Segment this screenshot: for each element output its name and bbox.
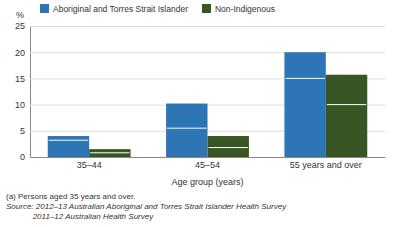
y-tick: 20 — [15, 48, 385, 58]
grid-line — [30, 52, 385, 53]
x-tick: 35–44 — [77, 157, 102, 170]
ci-line — [90, 152, 129, 153]
legend: Aboriginal and Torres Strait Islander Non… — [40, 4, 275, 14]
y-tick-label: 0 — [20, 152, 25, 162]
bar — [208, 136, 249, 157]
y-tick-label: 15 — [15, 74, 25, 84]
bar — [89, 149, 130, 157]
y-tick-label: 10 — [15, 100, 25, 110]
y-tick-label: 5 — [20, 126, 25, 136]
ci-line — [327, 104, 366, 105]
legend-swatch — [202, 4, 211, 13]
x-axis-line — [31, 157, 386, 158]
footnote: (a) Persons aged 35 years and over. — [6, 192, 135, 201]
x-tick-label: 45–54 — [195, 160, 220, 170]
x-tick-label: 35–44 — [77, 160, 102, 170]
ci-line — [49, 140, 88, 141]
chart: 0 5 10 15 20 25 35–44 45–54 55 years and over% Ag… — [0, 0, 397, 227]
legend-item: Non-Indigenous — [202, 4, 275, 14]
grid-line — [30, 157, 385, 158]
legend-swatch — [40, 4, 49, 13]
bar-series — [89, 75, 367, 157]
footnote: Source: 2012–13 Australian Aboriginal an… — [6, 202, 287, 211]
grid-line — [30, 26, 385, 27]
bars — [48, 52, 368, 157]
legend-label: Non-Indigenous — [215, 4, 275, 14]
legend-label: Aboriginal and Torres Strait Islander — [53, 4, 188, 14]
bar-series — [48, 52, 326, 157]
y-axis: 0 5 10 15 20 25 — [15, 21, 385, 162]
legend-item: Aboriginal and Torres Strait Islander — [40, 4, 188, 14]
bar — [326, 75, 367, 157]
bar — [284, 52, 325, 157]
y-axis-line — [30, 27, 31, 158]
bar — [48, 136, 89, 157]
x-axis: 35–44 45–54 55 years and over — [31, 157, 386, 170]
x-tick: 45–54 — [195, 157, 220, 170]
bar — [166, 104, 207, 157]
footnote: 2011–12 Australian Health Survey — [6, 212, 154, 221]
plot: 0 5 10 15 20 25 35–44 45–54 55 years and over — [15, 21, 386, 170]
ci-line — [285, 78, 324, 79]
x-tick: 55 years and over — [290, 157, 362, 170]
y-axis-title: % — [16, 10, 24, 20]
x-tick-label: 55 years and over — [290, 160, 362, 170]
y-tick: 25 — [15, 21, 385, 31]
ci-line — [209, 147, 248, 148]
y-tick-label: 25 — [15, 21, 25, 31]
x-axis-title: Age group (years) — [171, 177, 243, 187]
ci-line — [167, 128, 206, 129]
y-tick-label: 20 — [15, 48, 25, 58]
